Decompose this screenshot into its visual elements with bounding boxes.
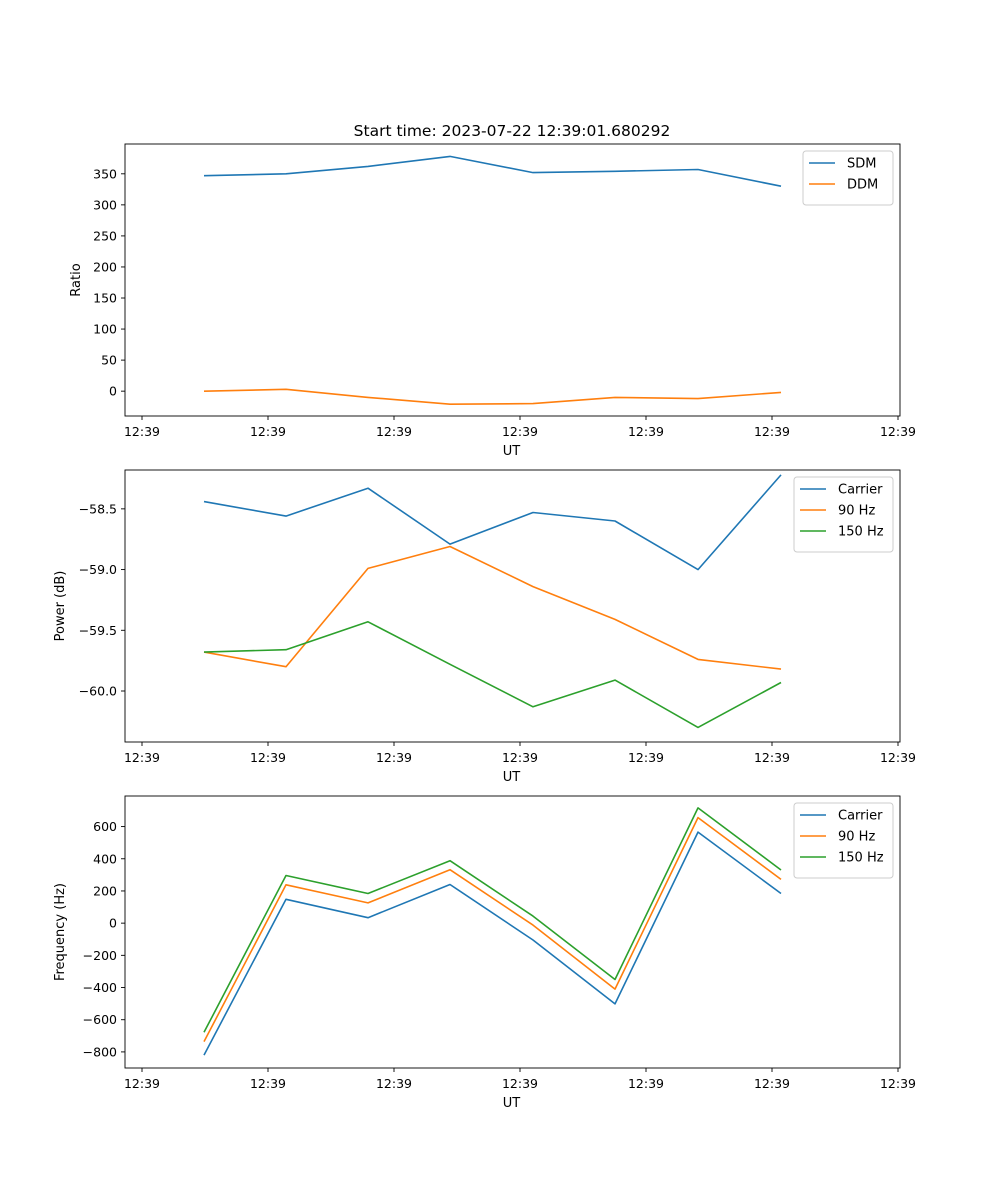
- axes-frame: [124, 795, 901, 1069]
- x-tick-label: 12:39: [376, 750, 412, 765]
- y-tick-label: 50: [101, 353, 117, 368]
- x-tick-label: 12:39: [250, 1076, 286, 1091]
- y-tick-label: 300: [93, 197, 117, 212]
- x-axis-label: UT: [503, 444, 521, 459]
- legend-box: [802, 150, 894, 206]
- y-tick-label: 0: [109, 916, 117, 931]
- x-tick-label: 12:39: [502, 1076, 538, 1091]
- y-tick-label: 0: [109, 384, 117, 399]
- y-tick-label: −400: [83, 980, 117, 995]
- x-tick-label: 12:39: [376, 1076, 412, 1091]
- legend-label: Carrier: [838, 809, 883, 824]
- series-line-ddm: [203, 388, 782, 406]
- x-axis-label: UT: [503, 1096, 521, 1111]
- x-tick-label: 12:39: [124, 1076, 160, 1091]
- series-line-carrier: [203, 474, 782, 571]
- legend-label: 150 Hz: [838, 525, 884, 540]
- figure-title: Start time: 2023-07-22 12:39:01.680292: [354, 122, 671, 140]
- legend-label: DDM: [847, 178, 878, 193]
- axes-frame: [124, 469, 901, 743]
- y-tick-label: −59.0: [79, 562, 117, 577]
- ratio-panel: 0 50 100 150 200 250 300 350 12:39 12:39 12:39 12:3…: [69, 143, 916, 459]
- x-tick-label: 12:39: [880, 424, 916, 439]
- legend-label: 150 Hz: [838, 851, 884, 866]
- legend: Carrier 90 Hz 150 Hz: [793, 476, 894, 553]
- x-tick-label: 12:39: [754, 424, 790, 439]
- y-tick-label: −800: [83, 1044, 117, 1059]
- y-axis-label: Frequency (Hz): [53, 883, 68, 981]
- y-tick-label: 350: [93, 166, 117, 181]
- axes-frame: [124, 143, 901, 417]
- series-line-150-hz: [203, 620, 782, 729]
- legend-label: 90 Hz: [838, 504, 875, 519]
- x-tick-label: 12:39: [628, 750, 664, 765]
- x-tick-label: 12:39: [250, 424, 286, 439]
- legend: SDM DDM: [802, 150, 894, 206]
- x-tick-label: 12:39: [754, 1076, 790, 1091]
- series-line-90-hz: [203, 816, 782, 1042]
- y-tick-label: −200: [83, 948, 117, 963]
- y-tick-label: −60.0: [79, 684, 117, 699]
- frequency-panel: 600 400 200 0 −200 −400 −600 −800 12:39 12:39 12:3…: [53, 795, 916, 1111]
- y-axis-label: Power (dB): [53, 571, 68, 642]
- x-tick-label: 12:39: [502, 424, 538, 439]
- x-tick-label: 12:39: [124, 750, 160, 765]
- y-tick-label: 250: [93, 228, 117, 243]
- y-tick-label: 150: [93, 291, 117, 306]
- legend: Carrier 90 Hz 150 Hz: [793, 802, 894, 879]
- y-tick-label: 600: [93, 819, 117, 834]
- legend-box: [793, 802, 894, 879]
- x-tick-label: 12:39: [250, 750, 286, 765]
- y-tick-label: 100: [93, 322, 117, 337]
- x-tick-label: 12:39: [628, 424, 664, 439]
- legend-label: 90 Hz: [838, 830, 875, 845]
- legend-label: SDM: [847, 157, 876, 172]
- power-panel: −58.5 −59.0 −59.5 −60.0 12:39 12:39 12:39 12:39…: [53, 469, 916, 785]
- y-tick-label: −58.5: [79, 501, 117, 516]
- y-tick-label: 200: [93, 883, 117, 898]
- series-line-carrier: [203, 831, 782, 1056]
- series-line-90-hz: [203, 545, 782, 670]
- x-tick-label: 12:39: [880, 1076, 916, 1091]
- series-line-sdm: [203, 155, 782, 187]
- y-tick-label: −600: [83, 1012, 117, 1027]
- y-tick-label: 200: [93, 259, 117, 274]
- y-axis-label: Ratio: [69, 263, 84, 296]
- x-tick-label: 12:39: [628, 1076, 664, 1091]
- x-tick-label: 12:39: [880, 750, 916, 765]
- legend-box: [793, 476, 894, 553]
- x-axis-label: UT: [503, 770, 521, 785]
- x-tick-label: 12:39: [376, 424, 412, 439]
- x-tick-label: 12:39: [502, 750, 538, 765]
- legend-label: Carrier: [838, 483, 883, 498]
- x-tick-label: 12:39: [124, 424, 160, 439]
- series-line-150-hz: [203, 807, 782, 1033]
- y-tick-label: 400: [93, 851, 117, 866]
- x-tick-label: 12:39: [754, 750, 790, 765]
- y-tick-label: −59.5: [79, 623, 117, 638]
